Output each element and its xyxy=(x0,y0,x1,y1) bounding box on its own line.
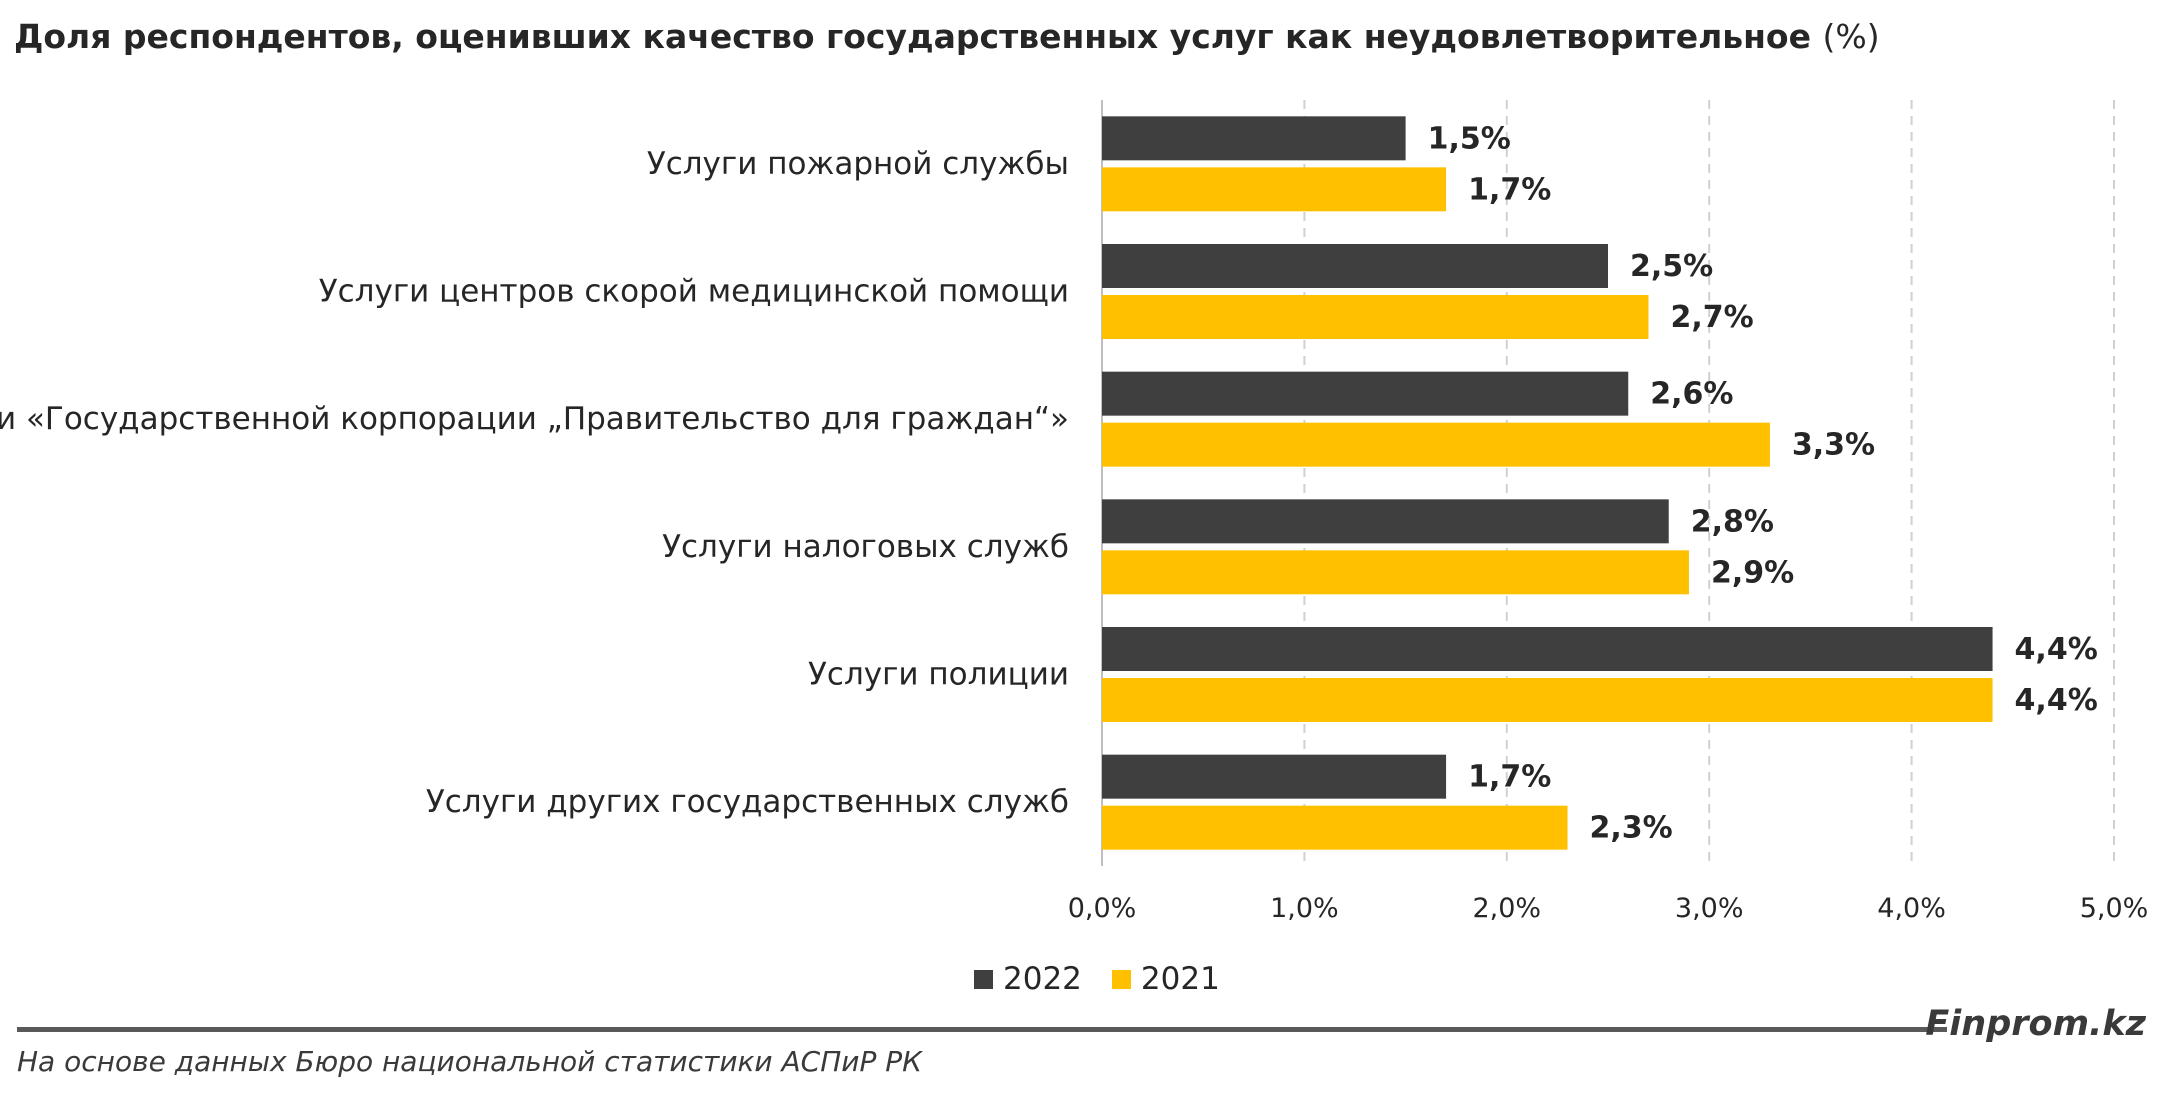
chart-title-text: Доля респондентов, оценивших качество го… xyxy=(14,17,1811,56)
data-label-2022-1: 2,5% xyxy=(1630,249,1713,284)
chart-title: Доля респондентов, оценивших качество го… xyxy=(14,17,1880,56)
legend-item-2022: 2022 xyxy=(974,961,1082,997)
data-label-2021-4: 4,4% xyxy=(2015,683,2098,718)
data-label-2021-3: 2,9% xyxy=(1711,555,1794,590)
bar-2022-1 xyxy=(1102,244,1608,288)
bar-2021-4 xyxy=(1102,678,1993,722)
x-tick-label-0: 0,0% xyxy=(1068,893,1137,924)
bar-2021-3 xyxy=(1102,550,1689,595)
data-label-2022-0: 1,5% xyxy=(1428,121,1511,156)
category-label-3: Услуги налоговых служб xyxy=(662,529,1069,565)
bar-2021-1 xyxy=(1102,295,1649,339)
bar-2022-5 xyxy=(1102,754,1447,799)
bar-2021-2 xyxy=(1102,422,1770,467)
bar-2022-0 xyxy=(1102,116,1406,161)
x-tick-label-1: 1,0% xyxy=(1270,893,1339,924)
bar-2022-2 xyxy=(1102,371,1629,416)
brand-logo-text: Finprom.kz xyxy=(1925,1004,2146,1044)
legend-label-2022: 2022 xyxy=(1003,961,1082,997)
legend-swatch-2021 xyxy=(1111,969,1131,989)
data-label-2021-0: 1,7% xyxy=(1468,172,1551,207)
category-label-0: Услуги пожарной службы xyxy=(647,146,1069,182)
data-label-2022-5: 1,7% xyxy=(1468,760,1551,795)
data-label-2021-5: 2,3% xyxy=(1590,811,1673,846)
bar-2021-5 xyxy=(1102,805,1568,850)
chart-legend: 2022 2021 xyxy=(974,961,1250,997)
data-label-2022-2: 2,6% xyxy=(1650,377,1733,412)
chart-title-unit: (%) xyxy=(1822,17,1880,56)
source-note: На основе данных Бюро национальной стати… xyxy=(17,1045,923,1078)
footer-divider xyxy=(17,1027,1947,1032)
data-label-2021-1: 2,7% xyxy=(1670,300,1753,335)
category-label-2: Услуги «Государственной корпорации „Прав… xyxy=(0,401,1069,437)
data-label-2022-4: 4,4% xyxy=(2015,632,2098,667)
category-label-5: Услуги других государственных служб xyxy=(426,784,1069,820)
bar-2022-4 xyxy=(1102,627,1993,671)
legend-label-2021: 2021 xyxy=(1140,961,1220,997)
legend-item-2021: 2021 xyxy=(1111,961,1220,997)
bar-2021-0 xyxy=(1102,167,1447,212)
data-label-2021-2: 3,3% xyxy=(1792,428,1875,463)
x-tick-label-4: 4,0% xyxy=(1877,893,1946,924)
category-label-4: Услуги полиции xyxy=(808,657,1069,693)
data-label-2022-3: 2,8% xyxy=(1691,504,1774,539)
x-tick-label-5: 5,0% xyxy=(2080,893,2149,924)
bar-2022-3 xyxy=(1102,499,1669,544)
category-label-1: Услуги центров скорой медицинской помощи xyxy=(319,274,1069,310)
x-tick-label-3: 3,0% xyxy=(1675,893,1744,924)
legend-swatch-2022 xyxy=(974,969,993,989)
x-tick-label-2: 2,0% xyxy=(1472,893,1541,924)
